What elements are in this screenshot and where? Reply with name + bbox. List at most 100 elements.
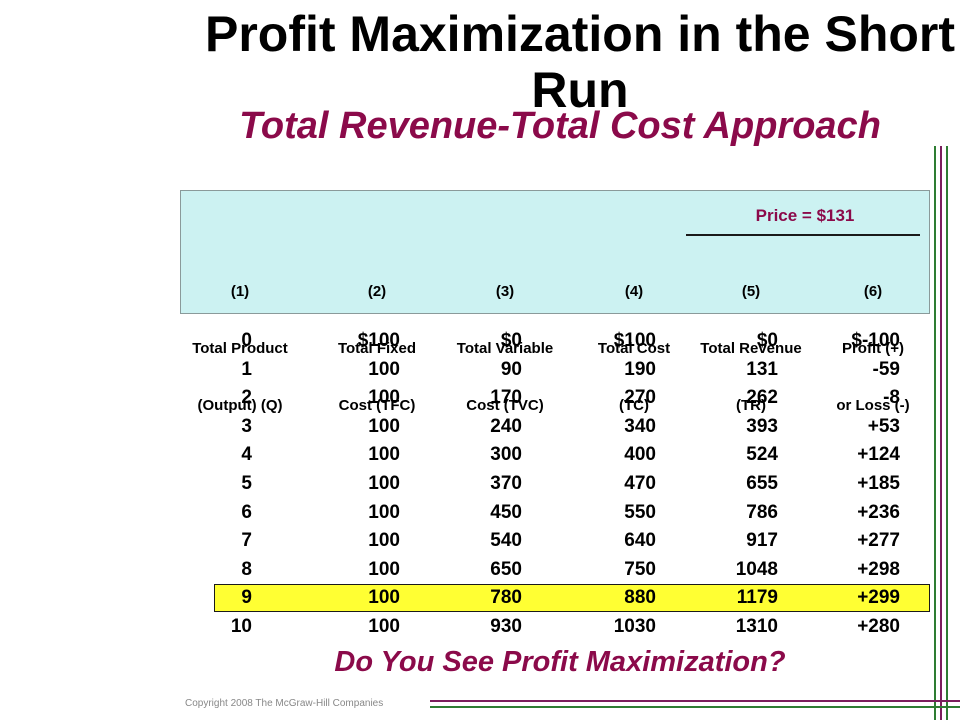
column-header-line1: Total Revenue — [700, 340, 802, 357]
column-profit: $-100 -59 -8 +53 +124 +185 +236 +277 +298 +299 +28… — [810, 327, 900, 642]
table-cell-tfc: 100 — [368, 358, 400, 380]
decorative-vertical-line — [940, 146, 942, 720]
table-cell-profit: +185 — [857, 472, 900, 494]
column-header-number: (5) — [741, 283, 761, 300]
column-header-line2: (TC) — [619, 397, 649, 414]
table-cell-tc: 340 — [624, 415, 656, 437]
table-cell-tc: 880 — [624, 587, 656, 609]
column-output: 0 1 2 3 4 5 6 7 8 9 10 — [200, 327, 252, 642]
column-header-line1: Profit (+) — [841, 340, 905, 357]
column-tc: $100 190 270 340 400 470 550 640 750 880 1030 — [574, 327, 656, 642]
decorative-horizontal-line — [430, 706, 960, 708]
table-cell-q: 6 — [241, 501, 252, 523]
table-cell-tr: $0 — [756, 330, 778, 351]
table-cell-tvc: 780 — [490, 587, 522, 609]
table-cell-profit: +280 — [857, 615, 900, 637]
column-header-line1: Total Cost — [597, 340, 671, 357]
table-cell-tfc: 100 — [368, 615, 400, 637]
column-header-line1: Total Fixed — [337, 340, 417, 357]
table-cell-profit: +236 — [857, 501, 900, 523]
column-header-3: (3) Total Variable Cost (TVC) — [440, 244, 570, 434]
table-cell-q: 5 — [241, 472, 252, 494]
table-cell-q: 8 — [241, 558, 252, 580]
table-cell-tfc: 100 — [368, 587, 400, 609]
column-header-6: (6) Profit (+) or Loss (-) — [818, 244, 928, 434]
table-cell-q: 0 — [241, 330, 252, 351]
table-cell-tr: 1310 — [735, 615, 778, 637]
column-header-line2: or Loss (-) — [836, 397, 910, 414]
table-cell-tvc: 450 — [490, 501, 522, 523]
table-cell-tvc: 170 — [490, 387, 522, 409]
profit-max-highlight — [214, 584, 930, 612]
table-cell-profit: +299 — [857, 587, 900, 609]
price-underline — [686, 234, 920, 236]
table-cell-tr: 262 — [746, 387, 778, 409]
slide-title: Profit Maximization in the Short Run — [204, 6, 956, 118]
table-cell-tr: 1179 — [736, 587, 778, 609]
table-cell-tc: 640 — [624, 530, 656, 552]
table-cell-tfc: 100 — [368, 472, 400, 494]
table-cell-tr: 786 — [746, 501, 778, 523]
table-cell-q: 7 — [241, 530, 252, 552]
table-cell-q: 3 — [241, 415, 252, 437]
table-cell-tvc: 540 — [490, 530, 522, 552]
column-header-line2: (Output) (Q) — [197, 397, 283, 414]
table-cell-tc: $100 — [613, 330, 656, 351]
table-cell-tc: 470 — [624, 472, 656, 494]
copyright-notice: Copyright 2008 The McGraw-Hill Companies — [185, 698, 384, 709]
table-cell-tr: 917 — [746, 530, 778, 552]
column-header-number: (4) — [624, 283, 644, 300]
column-header-line2: (TR) — [736, 397, 766, 414]
table-cell-profit: +124 — [857, 444, 900, 466]
table-cell-q: 9 — [241, 587, 252, 609]
table-cell-tvc: $0 — [500, 330, 522, 351]
column-header-line2: Cost (TFC) — [338, 397, 416, 414]
table-cell-tfc: 100 — [368, 387, 400, 409]
table-cell-tr: 1048 — [735, 558, 778, 580]
table-cell-tr: 393 — [746, 415, 778, 437]
table-cell-tvc: 930 — [490, 615, 522, 637]
decorative-vertical-line — [934, 146, 936, 720]
table-cell-q: 10 — [230, 615, 252, 637]
table-cell-tc: 750 — [624, 558, 656, 580]
column-header-4: (4) Total Cost (TC) — [574, 244, 694, 434]
column-header-line2: Cost (TVC) — [466, 397, 544, 414]
column-header-number: (3) — [495, 283, 515, 300]
table-cell-tvc: 650 — [490, 558, 522, 580]
closing-question: Do You See Profit Maximization? — [334, 646, 786, 678]
table-header-box — [180, 190, 930, 314]
table-cell-tfc: 100 — [368, 530, 400, 552]
table-cell-tc: 190 — [624, 358, 656, 380]
column-header-5: (5) Total Revenue (TR) — [686, 244, 816, 434]
table-cell-tr: 524 — [746, 444, 778, 466]
table-cell-tr: 131 — [746, 358, 778, 380]
price-label: Price = $131 — [755, 206, 855, 225]
table-cell-tc: 400 — [624, 444, 656, 466]
table-cell-tvc: 370 — [490, 472, 522, 494]
table-cell-q: 2 — [241, 387, 252, 409]
table-cell-tfc: 100 — [368, 415, 400, 437]
table-cell-profit: +277 — [857, 530, 900, 552]
column-header-1: (1) Total Product (Output) (Q) — [180, 244, 300, 434]
table-cell-tfc: 100 — [368, 444, 400, 466]
column-header-number: (6) — [863, 283, 883, 300]
column-header-number: (2) — [367, 283, 387, 300]
decorative-vertical-line — [946, 146, 948, 720]
slide-subtitle: Total Revenue-Total Cost Approach — [239, 105, 881, 147]
table-cell-tc: 1030 — [613, 615, 656, 637]
column-header-number: (1) — [230, 283, 250, 300]
table-cell-tfc: 100 — [368, 501, 400, 523]
table-cell-q: 4 — [241, 444, 252, 466]
table-cell-tvc: 90 — [500, 358, 522, 380]
table-cell-profit: $-100 — [851, 330, 900, 351]
table-cell-tr: 655 — [746, 472, 778, 494]
table-cell-tfc: $100 — [357, 330, 400, 351]
table-cell-q: 1 — [241, 358, 252, 380]
table-cell-profit: +298 — [857, 558, 900, 580]
column-tr: $0 131 262 393 524 655 786 917 1048 1179 1310 — [696, 327, 778, 642]
table-cell-profit: +53 — [867, 415, 900, 437]
table-cell-tfc: 100 — [368, 558, 400, 580]
table-cell-tvc: 300 — [490, 444, 522, 466]
table-cell-profit: -8 — [883, 387, 900, 409]
table-cell-tvc: 240 — [490, 415, 522, 437]
